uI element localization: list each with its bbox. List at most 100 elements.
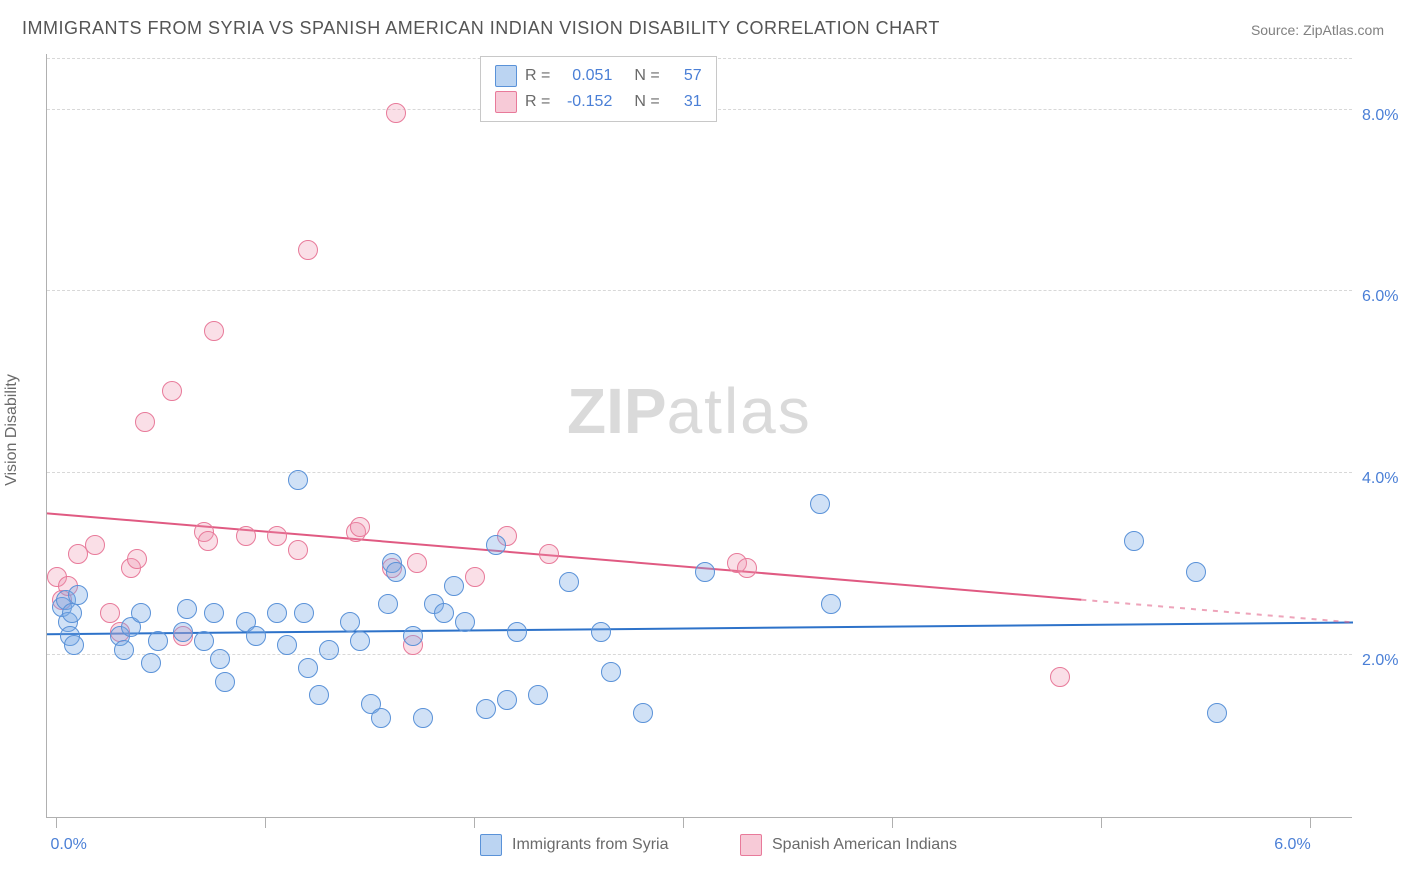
r-value: 0.051 — [558, 67, 612, 85]
stats-legend: R = 0.051 N = 57 R = -0.152 N = 31 — [480, 56, 717, 122]
blue-point — [194, 631, 214, 651]
legend-label: Spanish American Indians — [772, 836, 957, 854]
blue-point — [210, 649, 230, 669]
pink-point — [162, 381, 182, 401]
y-tick-label: 6.0% — [1362, 288, 1398, 306]
x-tick — [1310, 818, 1311, 828]
grid-line — [47, 654, 1352, 655]
blue-point — [131, 603, 151, 623]
blue-point — [371, 708, 391, 728]
grid-line — [47, 290, 1352, 291]
chart-title: IMMIGRANTS FROM SYRIA VS SPANISH AMERICA… — [22, 18, 940, 39]
x-tick-label: 0.0% — [50, 836, 86, 854]
pink-point — [127, 549, 147, 569]
stats-legend-row: R = -0.152 N = 31 — [495, 89, 702, 115]
pink-point — [100, 603, 120, 623]
pink-point — [236, 526, 256, 546]
blue-point — [288, 470, 308, 490]
blue-point — [62, 603, 82, 623]
blue-point — [215, 672, 235, 692]
blue-point — [601, 662, 621, 682]
blue-point — [148, 631, 168, 651]
r-label: R = — [525, 93, 550, 111]
legend-label: Immigrants from Syria — [512, 836, 668, 854]
blue-point — [114, 640, 134, 660]
pink-point — [288, 540, 308, 560]
y-tick-label: 8.0% — [1362, 107, 1398, 125]
source-label: Source: — [1251, 22, 1299, 38]
pink-point — [407, 553, 427, 573]
blue-point — [1186, 562, 1206, 582]
blue-point — [177, 599, 197, 619]
bottom-legend-item: Spanish American Indians — [740, 834, 957, 856]
bottom-legend-item: Immigrants from Syria — [480, 834, 668, 856]
blue-point — [528, 685, 548, 705]
pink-point — [1050, 667, 1070, 687]
x-tick — [892, 818, 893, 828]
blue-swatch-icon — [480, 834, 502, 856]
n-value: 31 — [668, 93, 702, 111]
blue-point — [821, 594, 841, 614]
pink-point — [298, 240, 318, 260]
x-tick — [474, 818, 475, 828]
blue-point — [350, 631, 370, 651]
y-tick-label: 4.0% — [1362, 470, 1398, 488]
blue-point — [277, 635, 297, 655]
blue-point — [591, 622, 611, 642]
pink-point — [386, 103, 406, 123]
blue-swatch-icon — [495, 65, 517, 87]
blue-point — [695, 562, 715, 582]
n-label: N = — [634, 67, 659, 85]
watermark-atlas: atlas — [667, 375, 812, 447]
blue-point — [444, 576, 464, 596]
blue-point — [267, 603, 287, 623]
blue-point — [413, 708, 433, 728]
blue-point — [633, 703, 653, 723]
blue-point — [309, 685, 329, 705]
pink-point — [204, 321, 224, 341]
blue-point — [340, 612, 360, 632]
chart-plot-area: ZIPatlas — [46, 54, 1352, 818]
n-value: 57 — [668, 67, 702, 85]
pink-point — [539, 544, 559, 564]
blue-point — [497, 690, 517, 710]
blue-point — [486, 535, 506, 555]
blue-point — [1124, 531, 1144, 551]
watermark-zip: ZIP — [567, 375, 667, 447]
blue-point — [246, 626, 266, 646]
blue-point — [298, 658, 318, 678]
r-label: R = — [525, 67, 550, 85]
source-value: ZipAtlas.com — [1303, 22, 1384, 38]
blue-point — [141, 653, 161, 673]
pink-point — [135, 412, 155, 432]
blue-point — [294, 603, 314, 623]
pink-swatch-icon — [740, 834, 762, 856]
blue-point — [173, 622, 193, 642]
blue-point — [455, 612, 475, 632]
x-tick — [265, 818, 266, 828]
blue-point — [559, 572, 579, 592]
watermark: ZIPatlas — [567, 374, 812, 448]
source-attribution: Source: ZipAtlas.com — [1251, 22, 1384, 38]
pink-swatch-icon — [495, 91, 517, 113]
pink-point — [267, 526, 287, 546]
pink-point — [350, 517, 370, 537]
blue-point — [386, 562, 406, 582]
blue-point — [434, 603, 454, 623]
y-tick-label: 2.0% — [1362, 652, 1398, 670]
blue-point — [204, 603, 224, 623]
blue-point — [319, 640, 339, 660]
blue-point — [403, 626, 423, 646]
blue-point — [378, 594, 398, 614]
r-value: -0.152 — [558, 93, 612, 111]
blue-point — [1207, 703, 1227, 723]
x-tick — [56, 818, 57, 828]
trend-lines — [47, 54, 1353, 818]
blue-point — [64, 635, 84, 655]
x-tick-label: 6.0% — [1274, 836, 1310, 854]
blue-point — [507, 622, 527, 642]
blue-point — [810, 494, 830, 514]
n-label: N = — [634, 93, 659, 111]
pink-point — [737, 558, 757, 578]
x-tick — [683, 818, 684, 828]
